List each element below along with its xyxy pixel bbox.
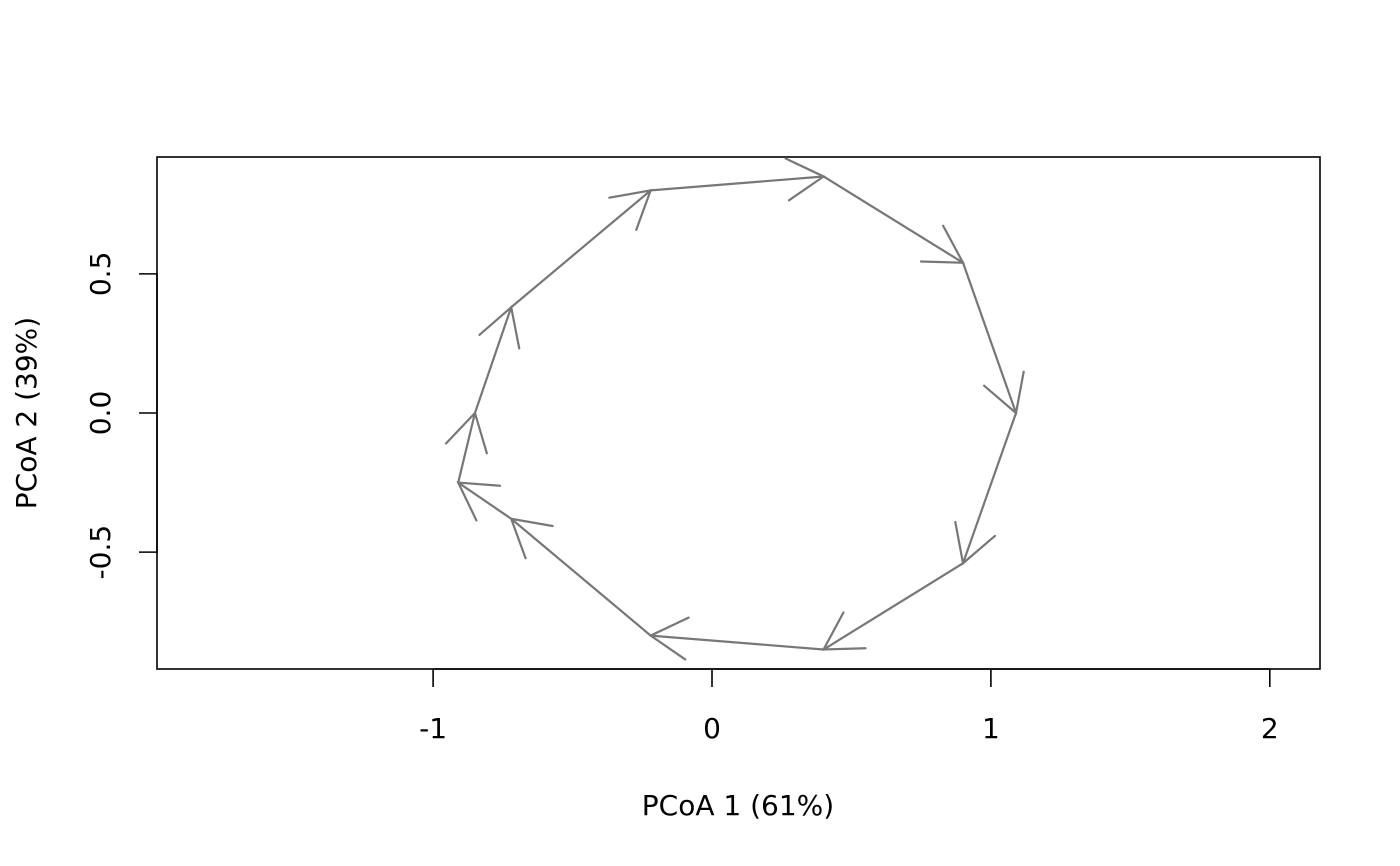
trajectory-arrow (961, 411, 1018, 565)
plot-frame (156, 156, 1321, 670)
trajectory-arrow (510, 517, 652, 637)
arrow-head (919, 224, 965, 264)
y-tick-label: -0.5 (84, 525, 117, 580)
x-tick-label: 0 (703, 712, 721, 745)
y-axis: -0.5 0.0 0.5 (84, 252, 158, 580)
y-tick-label: 0.0 (84, 391, 117, 436)
y-tick-label: 0.5 (84, 252, 117, 297)
trajectory-layer (444, 157, 1025, 661)
arrow-head (821, 611, 867, 651)
x-tick-label: 2 (1261, 712, 1279, 745)
trajectory-arrow (510, 189, 652, 309)
trajectory-arrow (649, 634, 825, 651)
trajectory-arrow (822, 562, 965, 651)
x-axis-label: PCoA 1 (61%) (642, 789, 834, 822)
x-axis: -1 0 1 2 (419, 668, 1279, 745)
trajectory-arrow (457, 481, 513, 520)
trajectory-arrow (822, 175, 965, 264)
arrow-head (444, 410, 488, 455)
x-tick-label: -1 (419, 712, 447, 745)
trajectory-arrow (649, 175, 825, 192)
y-axis-label: PCoA 2 (39%) (10, 317, 43, 509)
trajectory-arrow (473, 306, 513, 415)
arrow-head (456, 481, 502, 522)
trajectory-arrow (961, 261, 1018, 415)
x-tick-label: 1 (982, 712, 1000, 745)
trajectory-arrow (457, 411, 477, 484)
